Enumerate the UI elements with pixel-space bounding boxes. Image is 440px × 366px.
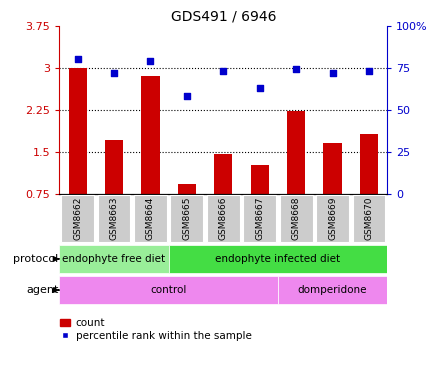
Text: GSM8667: GSM8667	[255, 197, 264, 240]
Point	[220, 68, 227, 74]
Text: control: control	[150, 285, 187, 295]
Bar	[178, 184, 196, 194]
Text: agent: agent	[26, 285, 59, 295]
Text: GSM8664: GSM8664	[146, 197, 155, 240]
FancyBboxPatch shape	[280, 195, 312, 242]
Legend: count, percentile rank within the sample: count, percentile rank within the sample	[56, 314, 256, 345]
FancyBboxPatch shape	[243, 195, 276, 242]
Point	[147, 58, 154, 64]
Point	[183, 93, 191, 99]
Bar	[214, 154, 232, 194]
FancyBboxPatch shape	[352, 195, 385, 242]
Text: GSM8666: GSM8666	[219, 197, 228, 240]
FancyBboxPatch shape	[59, 276, 278, 305]
Point	[110, 70, 117, 76]
Bar	[141, 76, 160, 194]
Text: GSM8662: GSM8662	[73, 197, 82, 240]
Bar	[69, 68, 87, 194]
Point	[256, 85, 263, 91]
Text: GSM8668: GSM8668	[292, 197, 301, 240]
Text: domperidone: domperidone	[298, 285, 367, 295]
FancyBboxPatch shape	[59, 244, 169, 273]
FancyBboxPatch shape	[207, 195, 240, 242]
Text: endophyte free diet: endophyte free diet	[62, 254, 165, 264]
Point	[329, 70, 336, 76]
FancyBboxPatch shape	[316, 195, 349, 242]
Text: GSM8670: GSM8670	[364, 197, 374, 240]
FancyBboxPatch shape	[170, 195, 203, 242]
Point	[74, 56, 81, 62]
FancyBboxPatch shape	[278, 276, 387, 305]
Point	[293, 67, 300, 72]
Bar	[287, 112, 305, 194]
Title: GDS491 / 6946: GDS491 / 6946	[171, 9, 276, 23]
FancyBboxPatch shape	[134, 195, 167, 242]
FancyBboxPatch shape	[61, 195, 94, 242]
Text: GSM8663: GSM8663	[110, 197, 118, 240]
Text: GSM8669: GSM8669	[328, 197, 337, 240]
Point	[366, 68, 373, 74]
Text: GSM8665: GSM8665	[182, 197, 191, 240]
FancyBboxPatch shape	[98, 195, 130, 242]
FancyBboxPatch shape	[169, 244, 387, 273]
Text: endophyte infected diet: endophyte infected diet	[215, 254, 341, 264]
Text: protocol: protocol	[14, 254, 59, 264]
Bar	[105, 139, 123, 194]
Bar	[251, 165, 269, 194]
Bar	[360, 134, 378, 194]
Bar	[323, 143, 342, 194]
